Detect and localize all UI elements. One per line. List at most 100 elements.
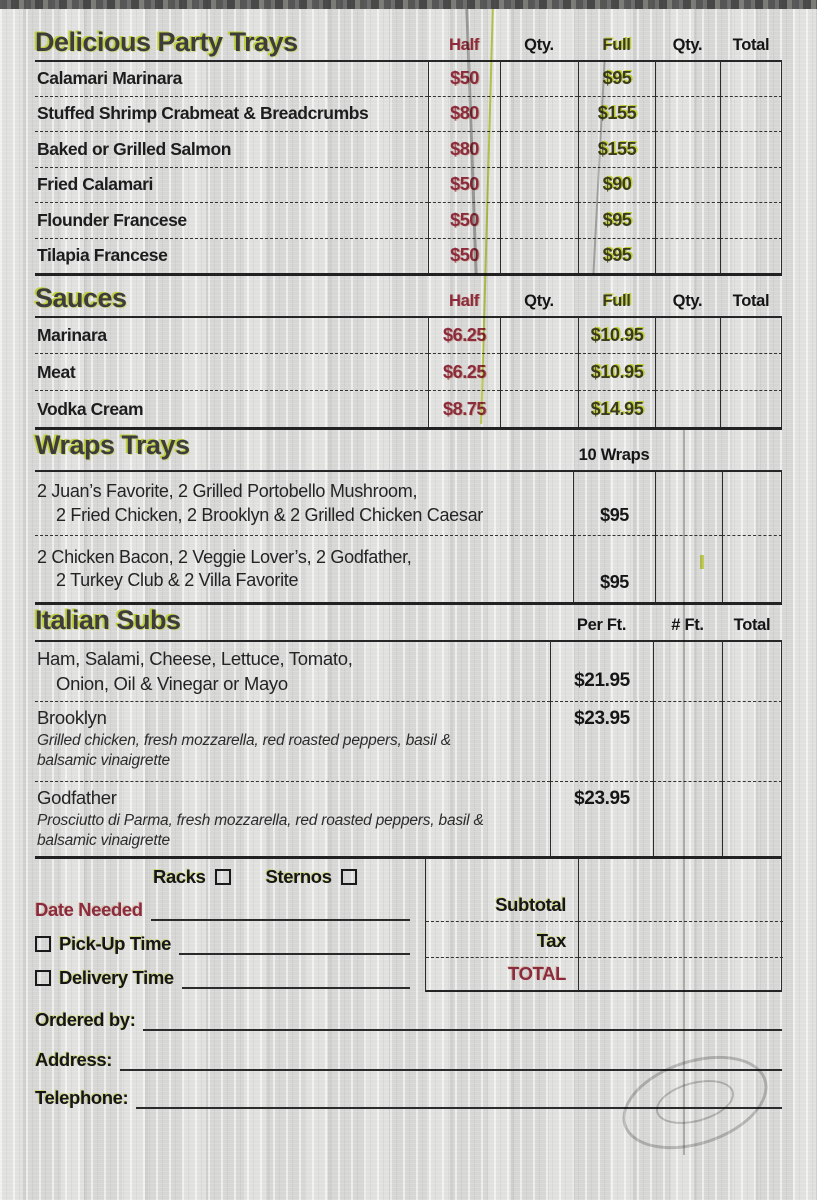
- per-ft-price: $23.95: [550, 701, 653, 781]
- qty-cell[interactable]: [655, 95, 720, 131]
- total-cell[interactable]: [720, 237, 782, 273]
- section-title-party-trays: Delicious Party Trays: [35, 27, 298, 57]
- full-price: $155: [578, 131, 655, 167]
- pickup-time-row: Pick-Up Time: [35, 933, 410, 955]
- qty-cell[interactable]: [500, 390, 578, 427]
- party-trays-table: Calamari Marinara $50 $95 Stuffed Shrimp…: [35, 60, 782, 276]
- telephone-row: Telephone:: [35, 1087, 782, 1109]
- sub-line2: Onion, Oil & Vinegar or Mayo: [56, 672, 288, 694]
- total-label-cell: TOTAL: [426, 957, 578, 990]
- total-cell[interactable]: [722, 535, 782, 602]
- qty-cell[interactable]: [655, 353, 720, 390]
- wrap-price: $95: [573, 470, 655, 535]
- sternos-checkbox[interactable]: [340, 869, 357, 885]
- delivery-checkbox[interactable]: [35, 970, 51, 986]
- per-ft-price: $23.95: [550, 781, 653, 856]
- subs-header: Italian Subs Per Ft. # Ft. Total: [35, 605, 782, 640]
- party-trays-header: Delicious Party Trays Half Qty. Full Qty…: [35, 12, 782, 60]
- qty-cell[interactable]: [655, 535, 722, 602]
- qty-cell[interactable]: [655, 131, 720, 167]
- full-price: $95: [578, 237, 655, 273]
- section-title-wraps: Wraps Trays: [35, 430, 190, 460]
- qty-cell[interactable]: [655, 237, 720, 273]
- sub-description: Ham, Salami, Cheese, Lettuce, Tomato, On…: [35, 640, 550, 701]
- tax-label: Tax: [536, 930, 567, 951]
- item-name: Meat: [35, 353, 428, 390]
- sub-ingredients: Prosciutto di Parma, fresh mozzarella, r…: [37, 812, 484, 850]
- ordered-by-label: Ordered by:: [35, 1009, 136, 1030]
- wrap-price: $95: [573, 535, 655, 602]
- item-name: Stuffed Shrimp Crabmeat & Breadcrumbs: [35, 95, 428, 132]
- column-header-qty: Qty.: [524, 36, 554, 54]
- sternos-label: Sternos: [265, 866, 332, 887]
- qty-cell[interactable]: [500, 95, 578, 131]
- column-header-total: Total: [733, 616, 771, 634]
- total-cell[interactable]: [720, 390, 782, 427]
- date-needed-line[interactable]: [150, 901, 410, 921]
- qty-cell[interactable]: [655, 316, 720, 353]
- column-header-qty: Qty.: [672, 36, 703, 54]
- num-ft-cell[interactable]: [653, 701, 722, 781]
- item-name: Baked or Grilled Salmon: [35, 131, 428, 167]
- total-cell[interactable]: [720, 95, 782, 131]
- qty-cell[interactable]: [655, 166, 720, 202]
- ordered-by-line[interactable]: [143, 1011, 782, 1031]
- telephone-line[interactable]: [136, 1089, 782, 1109]
- qty-cell[interactable]: [500, 131, 578, 167]
- subtotal-value-cell[interactable]: [578, 859, 783, 921]
- section-title-italian-subs: Italian Subs: [35, 605, 181, 635]
- total-cell[interactable]: [720, 202, 782, 238]
- sauces-header: Sauces Half Qty. Full Qty. Total: [35, 276, 782, 316]
- qty-cell[interactable]: [500, 166, 578, 202]
- pickup-checkbox[interactable]: [35, 936, 51, 952]
- qty-cell[interactable]: [500, 237, 578, 273]
- tax-label-cell: Tax: [426, 921, 578, 957]
- half-price: $6.25: [428, 316, 500, 353]
- qty-cell[interactable]: [500, 202, 578, 238]
- item-name: Flounder Francese: [35, 202, 428, 238]
- sub-description: Godfather Prosciutto di Parma, fresh moz…: [35, 781, 550, 856]
- half-price: $50: [428, 237, 500, 273]
- full-price: $10.95: [578, 353, 655, 390]
- sub-ingredients: Grilled chicken, fresh mozzarella, red r…: [37, 732, 451, 770]
- total-value-cell[interactable]: [578, 957, 783, 990]
- delivery-time-row: Delivery Time: [35, 967, 410, 989]
- column-header-total: Total: [732, 292, 770, 310]
- qty-cell[interactable]: [655, 60, 720, 96]
- column-header-qty: Qty.: [524, 292, 554, 310]
- column-header-num-ft: # Ft.: [671, 616, 704, 634]
- total-cell[interactable]: [720, 166, 782, 202]
- num-ft-cell[interactable]: [653, 781, 722, 856]
- wraps-header: Wraps Trays 10 Wraps: [35, 430, 782, 470]
- full-price: $90: [578, 166, 655, 202]
- qty-cell[interactable]: [655, 470, 722, 535]
- total-cell[interactable]: [720, 316, 782, 353]
- total-cell[interactable]: [722, 640, 782, 701]
- racks-label: Racks: [153, 866, 206, 887]
- address-line[interactable]: [120, 1051, 782, 1071]
- qty-cell[interactable]: [500, 60, 578, 96]
- pickup-time-line[interactable]: [179, 935, 410, 955]
- qty-cell[interactable]: [655, 390, 720, 427]
- total-cell[interactable]: [722, 781, 782, 856]
- racks-checkbox[interactable]: [214, 869, 231, 885]
- total-cell[interactable]: [720, 353, 782, 390]
- column-header-10-wraps: 10 Wraps: [578, 446, 650, 464]
- qty-cell[interactable]: [500, 353, 578, 390]
- total-cell[interactable]: [720, 131, 782, 167]
- half-price: $8.75: [428, 390, 500, 427]
- wrap-combo-description: 2 Chicken Bacon, 2 Veggie Lover’s, 2 God…: [35, 535, 573, 602]
- delivery-time-line[interactable]: [181, 969, 410, 989]
- section-title-sauces: Sauces: [35, 283, 127, 313]
- total-cell[interactable]: [722, 470, 782, 535]
- num-ft-cell[interactable]: [653, 640, 722, 701]
- column-header-full: Full: [602, 292, 631, 310]
- sub-line1: Ham, Salami, Cheese, Lettuce, Tomato,: [37, 648, 353, 670]
- total-cell[interactable]: [720, 60, 782, 96]
- qty-cell[interactable]: [500, 316, 578, 353]
- total-cell[interactable]: [722, 701, 782, 781]
- tax-value-cell[interactable]: [578, 921, 783, 957]
- qty-cell[interactable]: [655, 202, 720, 238]
- italian-subs-table: Ham, Salami, Cheese, Lettuce, Tomato, On…: [35, 640, 782, 859]
